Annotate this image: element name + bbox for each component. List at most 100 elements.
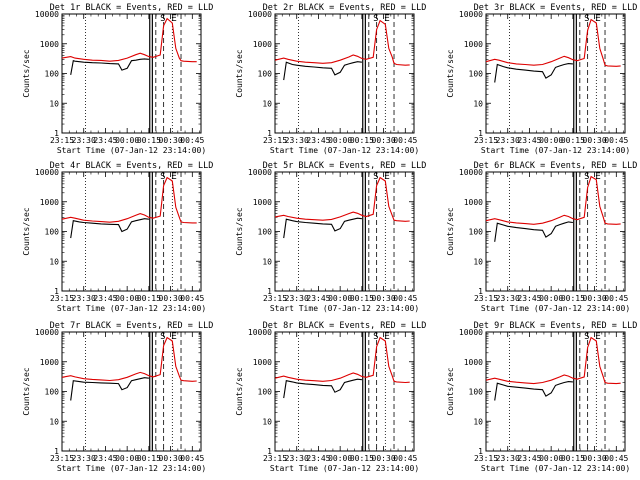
series-lld xyxy=(274,176,410,222)
y-tick-label: 10000 xyxy=(35,10,59,19)
y-tick-label: 1000 xyxy=(464,358,483,367)
panel-6: Det 6r BLACK = Events, RED = LLD 1 10 100 10… xyxy=(446,161,637,313)
y-tick-label: 10 xyxy=(49,257,59,266)
y-tick-label: 1 xyxy=(54,287,59,296)
panel-title: Det 8r BLACK = Events, RED = LLD xyxy=(263,321,427,331)
x-tick-label: 00:00 xyxy=(115,136,139,145)
x-tick-label: 23:30 xyxy=(72,136,96,145)
plot-frame xyxy=(485,13,626,134)
series-events xyxy=(283,217,362,239)
panel-title: Det 4r BLACK = Events, RED = LLD xyxy=(50,161,214,171)
y-tick-label: 100 xyxy=(469,388,484,397)
y-axis-label: Counts/sec xyxy=(446,49,455,97)
y-tick-label: 10000 xyxy=(459,10,483,19)
y-tick-label: 10 xyxy=(473,99,483,108)
y-tick-label: 1000 xyxy=(40,358,59,367)
x-tick-label: 23:45 xyxy=(517,454,541,463)
series-lld xyxy=(61,17,197,63)
y-axis-label: Counts/sec xyxy=(446,207,455,255)
marker-e: E xyxy=(384,172,389,182)
series-events xyxy=(494,221,573,242)
x-tick-label: 23:30 xyxy=(496,294,520,303)
marker-s: S xyxy=(584,332,589,342)
series-lld xyxy=(274,19,410,66)
panel-7: Det 7r BLACK = Events, RED = LLD 1 10 100 10… xyxy=(22,321,213,473)
y-axis-label: Counts/sec xyxy=(22,367,31,415)
series-events xyxy=(283,378,362,399)
x-tick-label: 23:30 xyxy=(496,136,520,145)
y-axis-label: Counts/sec xyxy=(235,49,244,97)
series-events xyxy=(494,381,573,401)
y-axis-label: Counts/sec xyxy=(22,49,31,97)
plot-frame xyxy=(61,13,202,134)
plot-frame xyxy=(61,331,202,452)
panel-5: Det 5r BLACK = Events, RED = LLD 1 10 100 10… xyxy=(235,161,426,313)
x-tick-label: 00:15 xyxy=(561,294,585,303)
x-tick-label: 00:30 xyxy=(372,454,396,463)
series-lld xyxy=(485,175,621,225)
y-tick-label: 10000 xyxy=(35,168,59,177)
y-tick-label: 10000 xyxy=(459,328,483,337)
x-tick-label: 00:15 xyxy=(137,136,161,145)
x-tick-label: 00:30 xyxy=(159,454,183,463)
series-events xyxy=(70,377,149,401)
marker-s: S xyxy=(160,172,165,182)
y-tick-label: 1000 xyxy=(253,40,272,49)
panel-title: Det 3r BLACK = Events, RED = LLD xyxy=(474,3,638,13)
x-tick-label: 00:45 xyxy=(393,294,417,303)
plot-frame xyxy=(274,171,415,292)
x-tick-label: 23:15 xyxy=(50,454,74,463)
x-tick-label: 00:45 xyxy=(180,294,204,303)
x-tick-label: 23:30 xyxy=(72,454,96,463)
series-lld xyxy=(61,176,197,224)
plot-frame xyxy=(274,331,415,452)
x-axis-label: Start Time (07-Jan-12 23:14:00) xyxy=(270,146,419,155)
x-tick-label: 00:15 xyxy=(137,454,161,463)
y-axis-label: Counts/sec xyxy=(235,207,244,255)
y-tick-label: 10000 xyxy=(248,168,272,177)
x-tick-label: 00:45 xyxy=(393,136,417,145)
series-lld xyxy=(61,336,197,382)
y-tick-label: 10 xyxy=(262,417,272,426)
y-tick-label: 1000 xyxy=(40,40,59,49)
series-events xyxy=(70,58,149,75)
x-axis-label: Start Time (07-Jan-12 23:14:00) xyxy=(270,464,419,473)
series-lld xyxy=(274,336,410,384)
y-tick-label: 1000 xyxy=(253,198,272,207)
y-axis-label: Counts/sec xyxy=(446,367,455,415)
x-axis-label: Start Time (07-Jan-12 23:14:00) xyxy=(481,464,630,473)
x-tick-label: 00:45 xyxy=(180,454,204,463)
x-tick-label: 23:15 xyxy=(50,136,74,145)
panel-1: Det 1r BLACK = Events, RED = LLD 1 10 100 10… xyxy=(22,3,213,155)
series-events xyxy=(283,61,362,81)
x-tick-label: 00:30 xyxy=(372,136,396,145)
x-tick-label: 23:15 xyxy=(50,294,74,303)
y-tick-label: 1 xyxy=(267,129,272,138)
y-tick-label: 1000 xyxy=(464,40,483,49)
y-tick-label: 10000 xyxy=(35,328,59,337)
marker-e: E xyxy=(171,172,176,182)
y-tick-label: 100 xyxy=(258,70,273,79)
y-tick-label: 100 xyxy=(258,228,273,237)
y-tick-label: 100 xyxy=(45,70,60,79)
x-tick-label: 23:30 xyxy=(285,454,309,463)
plot-frame xyxy=(485,331,626,452)
y-tick-label: 1000 xyxy=(40,198,59,207)
panel-title: Det 5r BLACK = Events, RED = LLD xyxy=(263,161,427,171)
x-tick-label: 00:15 xyxy=(350,136,374,145)
x-axis-label: Start Time (07-Jan-12 23:14:00) xyxy=(270,304,419,313)
marker-e: E xyxy=(595,332,600,342)
x-tick-label: 00:15 xyxy=(561,454,585,463)
y-tick-label: 10 xyxy=(49,99,59,108)
y-tick-label: 10 xyxy=(262,99,272,108)
series-lld xyxy=(485,336,621,385)
x-tick-label: 00:45 xyxy=(604,294,628,303)
x-tick-label: 23:45 xyxy=(517,136,541,145)
x-tick-label: 00:45 xyxy=(604,454,628,463)
x-tick-label: 23:30 xyxy=(285,294,309,303)
x-axis-label: Start Time (07-Jan-12 23:14:00) xyxy=(57,304,206,313)
x-tick-label: 00:15 xyxy=(137,294,161,303)
x-tick-label: 23:45 xyxy=(93,136,117,145)
x-tick-label: 00:30 xyxy=(159,136,183,145)
